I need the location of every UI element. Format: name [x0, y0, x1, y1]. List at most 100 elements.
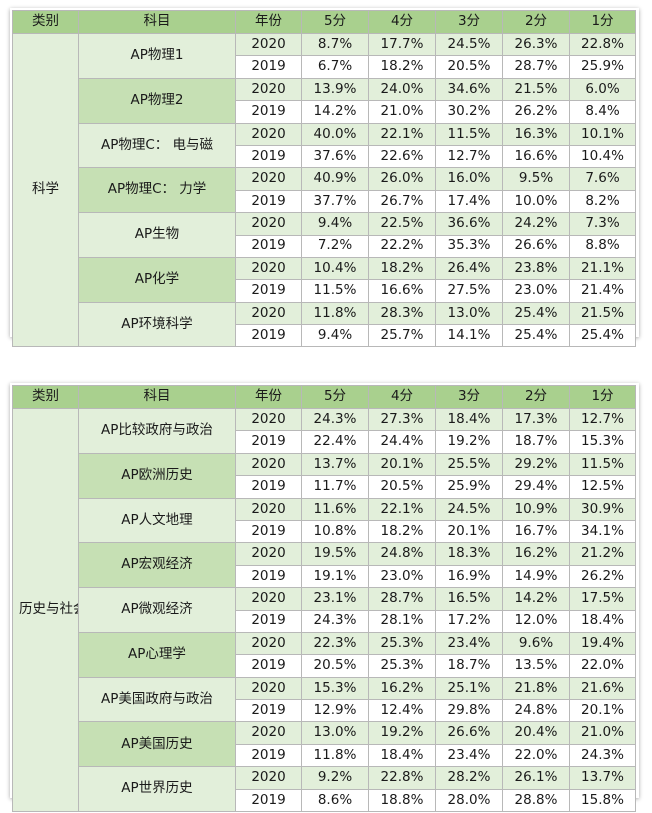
score-5-percent-cell: 7.2%	[301, 234, 369, 258]
year-cell: 2019	[235, 564, 302, 589]
score-1-percent-cell: 19.4%	[569, 631, 636, 656]
score-2-percent-cell: 22.0%	[502, 743, 570, 768]
score-2-percent-cell: 18.7%	[502, 430, 570, 454]
subject-cell: AP宏观经济	[78, 542, 236, 589]
header-row: 类别 科目 年份 5分 4分 3分 2分 1分	[12, 10, 636, 34]
header-year: 年份	[235, 385, 302, 409]
score-1-percent-cell: 34.1%	[569, 519, 636, 544]
year-cell: 2019	[235, 430, 302, 454]
science-table-card: 类别 科目 年份 5分 4分 3分 2分 1分 科学 AP物理1 2020 8.7% 1…	[10, 8, 639, 348]
score-2-percent-cell: 14.9%	[502, 564, 570, 589]
score-2-percent-cell: 25.4%	[502, 301, 570, 326]
table-row: 2019 24.3% 28.1% 17.2% 12.0% 18.4%	[13, 609, 636, 633]
score-5-percent-cell: 40.0%	[301, 122, 369, 146]
table-row: 2019 11.5% 16.6% 27.5% 23.0% 21.4%	[13, 279, 636, 303]
header-score-5: 5分	[301, 385, 369, 409]
year-cell: 2020	[235, 212, 302, 236]
year-cell: 2019	[235, 234, 302, 258]
score-2-percent-cell: 26.2%	[502, 100, 570, 124]
score-2-percent-cell: 28.8%	[502, 788, 570, 813]
score-2-percent-cell: 16.6%	[502, 144, 570, 169]
score-1-percent-cell: 13.7%	[569, 766, 636, 790]
score-3-percent-cell: 17.2%	[435, 609, 503, 633]
score-3-percent-cell: 24.5%	[435, 32, 503, 57]
table-row: AP美国历史 2020 13.0% 19.2% 26.6% 20.4% 21.0%	[13, 721, 636, 768]
score-5-percent-cell: 14.2%	[301, 100, 369, 124]
table-row: 科学 AP物理1 2020 8.7% 17.7% 24.5% 26.3% 22.8%	[12, 32, 636, 348]
score-2-percent-cell: 29.4%	[502, 475, 570, 499]
score-4-percent-cell: 25.3%	[368, 631, 436, 656]
score-1-percent-cell: 8.8%	[569, 234, 636, 258]
year-cell: 2020	[235, 452, 302, 477]
year-cell: 2019	[235, 475, 302, 499]
score-1-percent-cell: 11.5%	[569, 452, 636, 477]
score-5-percent-cell: 13.7%	[301, 452, 369, 477]
score-5-percent-cell: 24.3%	[301, 407, 369, 432]
table-row: AP生物 2020 9.4% 22.5% 36.6% 24.2% 7.3%	[13, 212, 636, 258]
score-2-percent-cell: 26.1%	[502, 766, 570, 790]
score-5-percent-cell: 9.4%	[301, 324, 369, 348]
score-4-percent-cell: 16.6%	[368, 279, 436, 303]
year-cell: 2020	[235, 631, 302, 656]
score-4-percent-cell: 28.7%	[368, 587, 436, 611]
score-3-percent-cell: 17.4%	[435, 189, 503, 214]
score-4-percent-cell: 18.2%	[368, 519, 436, 544]
score-5-percent-cell: 15.3%	[301, 676, 369, 701]
score-2-percent-cell: 26.3%	[502, 32, 570, 57]
score-5-percent-cell: 23.1%	[301, 587, 369, 611]
score-4-percent-cell: 22.8%	[368, 766, 436, 790]
subject-cell: AP美国政府与政治	[78, 676, 236, 723]
year-cell: 2019	[235, 743, 302, 768]
subject-cell: AP物理C： 电与磁	[78, 122, 236, 169]
score-3-percent-cell: 26.6%	[435, 721, 503, 745]
score-3-percent-cell: 27.5%	[435, 279, 503, 303]
subject-cell: AP美国历史	[78, 721, 236, 768]
table-row: 2019 6.7% 18.2% 20.5% 28.7% 25.9%	[13, 55, 636, 79]
score-5-percent-cell: 37.7%	[301, 189, 369, 214]
score-4-percent-cell: 27.3%	[368, 407, 436, 432]
score-5-percent-cell: 11.7%	[301, 475, 369, 499]
header-score-3: 3分	[435, 10, 503, 34]
score-2-percent-cell: 13.5%	[502, 654, 570, 678]
score-2-percent-cell: 20.4%	[502, 721, 570, 745]
subject-cell: AP化学	[78, 256, 236, 303]
score-2-percent-cell: 26.6%	[502, 234, 570, 258]
year-cell: 2020	[235, 407, 302, 432]
score-4-percent-cell: 17.7%	[368, 32, 436, 57]
subject-cell: AP物理2	[78, 77, 236, 124]
score-5-percent-cell: 19.1%	[301, 564, 369, 589]
score-2-percent-cell: 16.3%	[502, 122, 570, 146]
score-3-percent-cell: 12.7%	[435, 144, 503, 169]
score-3-percent-cell: 20.1%	[435, 519, 503, 544]
score-1-percent-cell: 21.4%	[569, 279, 636, 303]
score-3-percent-cell: 18.7%	[435, 654, 503, 678]
score-1-percent-cell: 21.0%	[569, 721, 636, 745]
score-1-percent-cell: 8.4%	[569, 100, 636, 124]
header-score-2: 2分	[502, 385, 570, 409]
score-2-percent-cell: 9.5%	[502, 167, 570, 191]
year-cell: 2020	[235, 587, 302, 611]
subject-cell: AP环境科学	[78, 301, 236, 348]
score-5-percent-cell: 22.3%	[301, 631, 369, 656]
year-cell: 2019	[235, 699, 302, 723]
table-row: AP物理2 2020 13.9% 24.0% 34.6% 21.5% 6.0%	[13, 77, 636, 124]
score-3-percent-cell: 24.5%	[435, 497, 503, 521]
score-2-percent-cell: 23.8%	[502, 256, 570, 281]
year-cell: 2020	[235, 77, 302, 102]
score-5-percent-cell: 8.7%	[301, 32, 369, 57]
score-3-percent-cell: 28.0%	[435, 788, 503, 813]
science-score-table: 类别 科目 年份 5分 4分 3分 2分 1分 科学 AP物理1 2020 8.7% 1…	[12, 10, 636, 348]
subject-cell: AP物理C： 力学	[78, 167, 236, 214]
table-row: 2019 19.1% 23.0% 16.9% 14.9% 26.2%	[13, 564, 636, 589]
score-4-percent-cell: 19.2%	[368, 721, 436, 745]
year-cell: 2019	[235, 144, 302, 169]
year-cell: 2020	[235, 497, 302, 521]
score-5-percent-cell: 12.9%	[301, 699, 369, 723]
score-4-percent-cell: 28.3%	[368, 301, 436, 326]
subject-cell: AP世界历史	[78, 766, 236, 813]
score-1-percent-cell: 21.1%	[569, 256, 636, 281]
score-2-percent-cell: 10.9%	[502, 497, 570, 521]
score-1-percent-cell: 21.5%	[569, 301, 636, 326]
category-cell: 科学	[12, 32, 79, 348]
year-cell: 2020	[235, 256, 302, 281]
